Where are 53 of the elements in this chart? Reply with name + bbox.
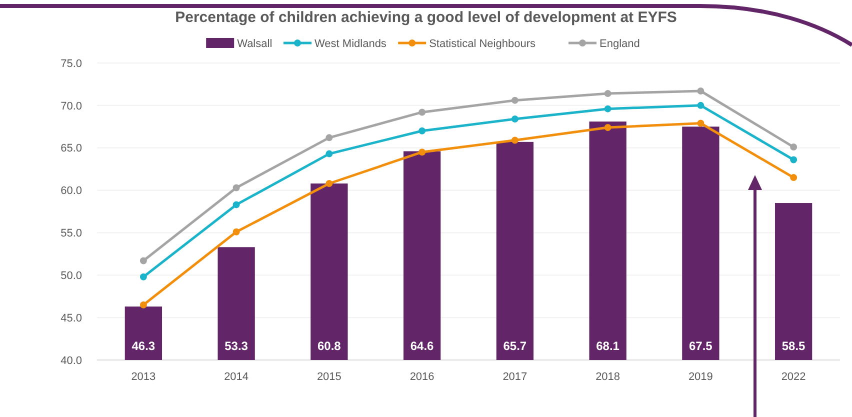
data-label: 58.5 xyxy=(782,339,806,353)
legend-label: England xyxy=(600,38,640,50)
legend-label: Walsall xyxy=(237,38,272,50)
point xyxy=(326,180,333,187)
x-tick-label: 2018 xyxy=(596,371,620,383)
point xyxy=(140,273,147,280)
y-tick-label: 55.0 xyxy=(60,228,82,240)
data-label: 65.7 xyxy=(503,339,527,353)
point xyxy=(511,116,518,123)
point xyxy=(697,88,704,95)
point xyxy=(232,184,240,192)
point xyxy=(697,120,704,127)
chart-title: Percentage of children achieving a good level of development at EYFS xyxy=(175,9,677,26)
legend-label: West Midlands xyxy=(314,38,387,50)
data-label: 60.8 xyxy=(318,339,342,353)
data-label: 64.6 xyxy=(410,339,434,353)
point xyxy=(511,136,518,144)
point xyxy=(326,134,333,142)
x-tick-label: 2013 xyxy=(131,371,156,383)
point xyxy=(418,127,426,134)
point xyxy=(140,301,147,308)
data-label: 53.3 xyxy=(224,339,248,353)
point xyxy=(604,105,612,112)
data-label: 46.3 xyxy=(132,339,156,353)
x-tick-label: 2015 xyxy=(316,371,342,383)
x-tick-label: 2022 xyxy=(781,371,806,383)
point xyxy=(232,201,240,208)
x-tick-label: 2014 xyxy=(224,371,249,383)
point xyxy=(604,124,612,131)
y-tick-label: 40.0 xyxy=(60,354,82,367)
point xyxy=(326,150,333,158)
y-tick-label: 60.0 xyxy=(60,185,82,198)
y-tick-label: 65.0 xyxy=(60,142,82,155)
y-tick-label: 70.0 xyxy=(60,100,82,112)
point xyxy=(418,108,426,116)
y-tick-label: 45.0 xyxy=(60,312,82,324)
point xyxy=(790,156,798,164)
point xyxy=(790,144,798,151)
point xyxy=(790,174,798,182)
x-tick-label: 2019 xyxy=(688,371,713,383)
data-label: 67.5 xyxy=(689,339,713,353)
point xyxy=(697,102,704,109)
point xyxy=(604,90,612,98)
point xyxy=(511,96,518,104)
data-label: 68.1 xyxy=(596,339,620,353)
x-tick-label: 2017 xyxy=(502,371,528,383)
point xyxy=(232,228,240,236)
legend-label: Statistical Neighbours xyxy=(429,38,536,50)
y-tick-label: 75.0 xyxy=(60,58,82,70)
x-tick-label: 2016 xyxy=(410,371,434,383)
point xyxy=(140,257,147,264)
y-tick-label: 50.0 xyxy=(60,270,82,282)
point xyxy=(418,148,426,156)
